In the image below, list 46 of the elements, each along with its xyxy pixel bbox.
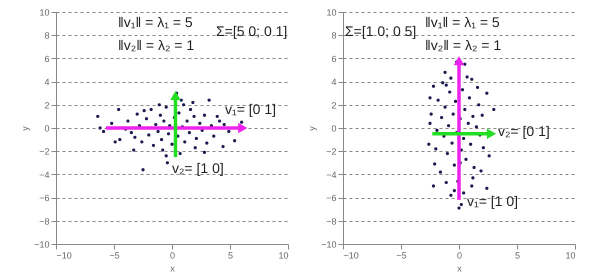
annotation: v₁= [1 0] bbox=[467, 193, 518, 209]
x-tick-label: 0 bbox=[456, 250, 462, 260]
annotation: v₂= [1 0] bbox=[172, 160, 224, 176]
annotation: ‖v₁‖ = λ₁ = 5 bbox=[118, 14, 193, 30]
x-tick-label: −10 bbox=[344, 250, 359, 260]
y-tick-label: −10 bbox=[321, 240, 336, 250]
x-tick-label: −5 bbox=[396, 250, 407, 260]
y-tick-label: −10 bbox=[34, 240, 50, 250]
annotation: ‖v₂‖ = λ₂ = 1 bbox=[118, 37, 194, 53]
annotation: ‖v₂‖ = λ₂ = 1 bbox=[425, 37, 502, 53]
y-tick-label: 4 bbox=[44, 77, 50, 88]
y-tick-label: 2 bbox=[44, 100, 50, 110]
annotation: Σ=[1 0; 0 5] bbox=[345, 23, 416, 39]
y-tick-label: 4 bbox=[331, 77, 336, 88]
annotation: ‖v₁‖ = λ₁ = 5 bbox=[425, 14, 500, 30]
y-tick-label: 10 bbox=[39, 8, 50, 18]
y-tick-label: −2 bbox=[39, 146, 50, 157]
y-tick-label: −8 bbox=[326, 216, 336, 226]
y-tick-label: 6 bbox=[331, 54, 336, 64]
x-tick-label: −5 bbox=[109, 250, 120, 260]
y-tick-label: 2 bbox=[331, 100, 336, 110]
y-tick-label: 8 bbox=[331, 30, 336, 41]
y-tick-label: −2 bbox=[326, 146, 336, 157]
y-tick-label: −6 bbox=[326, 193, 336, 204]
x-tick-label: −10 bbox=[56, 250, 72, 260]
y-tick-label: 0 bbox=[331, 124, 336, 134]
y-tick-label: 0 bbox=[44, 124, 50, 134]
y-axis-title: y bbox=[307, 126, 318, 131]
x-axis-title: x bbox=[457, 264, 462, 274]
y-axis-title: y bbox=[20, 126, 30, 131]
x-tick-label: 5 bbox=[228, 250, 234, 260]
y-tick-label: 8 bbox=[44, 30, 50, 41]
annotation: v₁= [0 1] bbox=[225, 101, 276, 117]
y-tick-label: −4 bbox=[39, 170, 50, 180]
x-tick-label: 0 bbox=[170, 250, 176, 260]
y-tick-label: 10 bbox=[326, 8, 336, 18]
x-tick-label: 10 bbox=[278, 250, 288, 260]
x-tick-label: 5 bbox=[514, 250, 520, 260]
y-tick-label: 6 bbox=[44, 54, 50, 64]
annotation: Σ=[5 0; 0 1] bbox=[216, 23, 288, 39]
x-axis-title: x bbox=[170, 264, 176, 274]
x-tick-label: 10 bbox=[565, 250, 576, 260]
annotation: v₂= [0 1] bbox=[498, 123, 550, 139]
y-tick-label: −4 bbox=[326, 170, 336, 180]
y-tick-label: −6 bbox=[39, 193, 50, 204]
y-tick-label: −8 bbox=[39, 216, 50, 226]
